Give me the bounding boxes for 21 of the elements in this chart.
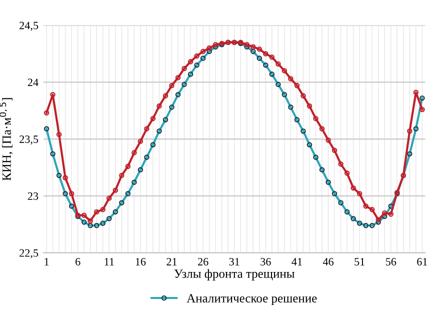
x-tick-label: 51 xyxy=(354,258,364,266)
x-tick-label: 21 xyxy=(166,258,177,266)
x-tick-label: 31 xyxy=(229,258,240,266)
y-tick-label: 23,5 xyxy=(20,136,38,145)
y-tick-label: 24,5 xyxy=(20,22,38,31)
y-tick-label: 23 xyxy=(28,192,38,200)
x-tick-label: 11 xyxy=(104,258,114,266)
x-tick-label: 36 xyxy=(260,258,271,266)
y-tick-label: 24 xyxy=(28,78,38,86)
legend-label: Аналитическое решение xyxy=(186,294,317,306)
x-tick-label: 1 xyxy=(44,258,49,266)
x-tick-label: 56 xyxy=(386,258,396,266)
y-axis-title: КИН, [Па·м$^{0,5}$] xyxy=(0,98,13,181)
x-tick-label: 16 xyxy=(136,258,146,266)
x-tick-label: 61 xyxy=(417,258,428,266)
x-tick-label: 6 xyxy=(76,258,80,266)
x-tick-label: 46 xyxy=(322,258,334,266)
y-tick-label: 22,5 xyxy=(20,249,38,258)
x-tick-label: 41 xyxy=(292,258,302,266)
x-axis-title: Узлы фронта трещины xyxy=(174,269,294,280)
x-tick-label: 26 xyxy=(198,258,208,266)
